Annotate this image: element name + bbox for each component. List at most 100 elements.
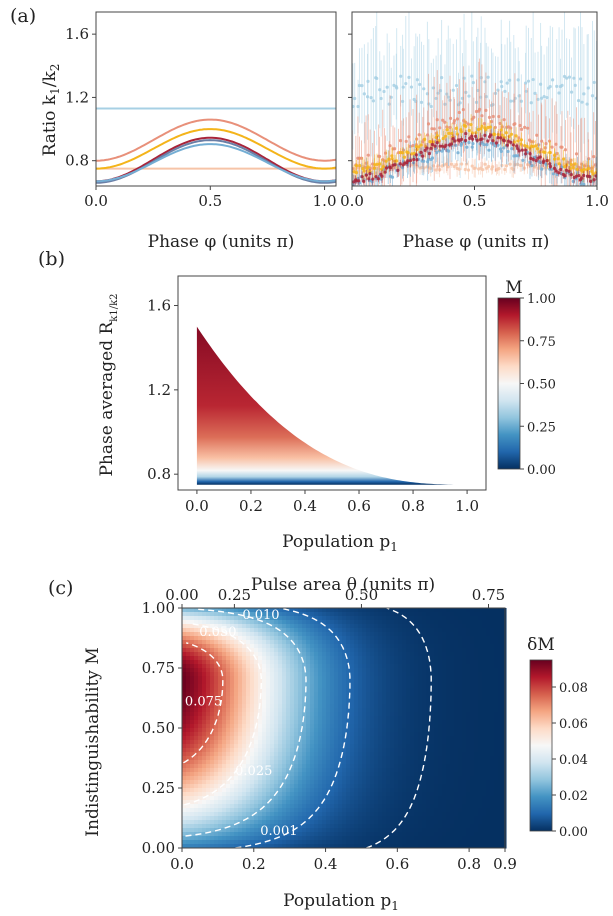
heatmap-cell <box>350 632 355 637</box>
heatmap-cell <box>210 724 215 729</box>
heatmap-cell <box>274 652 279 657</box>
heatmap-cell <box>222 612 227 617</box>
heatmap-cell <box>278 704 283 709</box>
heatmap-cell <box>410 712 415 717</box>
heatmap-cell <box>274 708 279 713</box>
heatmap-cell <box>202 736 207 741</box>
heatmap-cell <box>394 740 399 745</box>
y-tick-label: 0.8 <box>65 152 89 170</box>
heatmap-cell <box>398 648 403 653</box>
heatmap-cell <box>202 664 207 669</box>
heatmap-cell <box>274 776 279 781</box>
heatmap-cell <box>358 680 363 685</box>
heatmap-cell <box>390 728 395 733</box>
heatmap-cell <box>322 740 327 745</box>
data-point <box>486 125 490 130</box>
heatmap-cell <box>242 748 247 753</box>
heatmap-cell <box>418 768 423 773</box>
heatmap-cell <box>386 836 391 841</box>
heatmap-cell <box>334 728 339 733</box>
heatmap-cell <box>182 652 187 657</box>
heatmap-cell <box>258 676 263 681</box>
data-point <box>480 168 485 172</box>
data-point <box>415 78 419 82</box>
heatmap-cell <box>194 784 199 789</box>
heatmap-cell <box>202 748 207 753</box>
data-point <box>401 151 405 155</box>
heatmap-cell <box>414 612 419 617</box>
heatmap-cell <box>350 608 355 613</box>
heatmap-cell <box>318 812 323 817</box>
heatmap-cell <box>386 832 391 837</box>
heatmap-cell <box>286 624 291 629</box>
heatmap-cell <box>286 632 291 637</box>
heatmap-cell <box>298 648 303 653</box>
heatmap-cell <box>258 668 263 673</box>
heatmap-cell <box>190 824 195 829</box>
heatmap-cell <box>286 760 291 765</box>
heatmap-cell <box>230 836 235 841</box>
heatmap-cell <box>370 732 375 737</box>
heatmap-cell <box>398 744 403 749</box>
heatmap-cell <box>410 684 415 689</box>
heatmap-cell <box>194 752 199 757</box>
heatmap-cell <box>278 768 283 773</box>
heatmap-cell <box>330 660 335 665</box>
heatmap-cell <box>338 844 343 849</box>
heatmap-cell <box>354 728 359 733</box>
heatmap-cell <box>218 696 223 701</box>
heatmap-cell <box>234 628 239 633</box>
heatmap-cell <box>350 684 355 689</box>
heatmap-cell <box>182 716 187 721</box>
heatmap-cell <box>210 776 215 781</box>
series-line-6 <box>96 143 336 183</box>
heatmap-cell <box>286 792 291 797</box>
heatmap-cell <box>286 648 291 653</box>
heatmap-cell <box>362 736 367 741</box>
data-point <box>526 79 531 83</box>
data-point <box>573 83 577 87</box>
heatmap-cell <box>394 660 399 665</box>
data-point <box>472 115 476 119</box>
heatmap-cell <box>378 756 383 761</box>
heatmap-cell <box>254 632 259 637</box>
heatmap-cell <box>342 824 347 829</box>
heatmap-cell <box>386 760 391 765</box>
heatmap-cell <box>318 788 323 793</box>
heatmap-cell <box>394 800 399 805</box>
heatmap-cell <box>298 816 303 821</box>
heatmap-cell <box>386 796 391 801</box>
heatmap-cell <box>226 720 231 725</box>
heatmap-cell <box>258 648 263 653</box>
heatmap-cell <box>226 756 231 761</box>
heatmap-cell <box>238 684 243 689</box>
heatmap-cell <box>266 716 271 721</box>
heatmap-cell <box>266 792 271 797</box>
heatmap-cell <box>222 716 227 721</box>
heatmap-cell <box>290 680 295 685</box>
heatmap-cell <box>242 744 247 749</box>
heatmap-cell <box>370 776 375 781</box>
heatmap-cell <box>370 648 375 653</box>
heatmap-cell <box>210 824 215 829</box>
heatmap-cell <box>342 840 347 845</box>
heatmap-cell <box>278 708 283 713</box>
heatmap-cell <box>230 708 235 713</box>
heatmap-cell <box>354 684 359 689</box>
heatmap-cell <box>358 640 363 645</box>
heatmap-cell <box>286 820 291 825</box>
heatmap-cell <box>186 632 191 637</box>
heatmap-cell <box>242 676 247 681</box>
heatmap-cell <box>394 832 399 837</box>
heatmap-cell <box>294 792 299 797</box>
heatmap-cell <box>242 608 247 613</box>
data-point <box>432 127 436 131</box>
heatmap-cell <box>206 744 211 749</box>
heatmap-cell <box>390 692 395 697</box>
heatmap-cell <box>246 728 251 733</box>
heatmap-cell <box>210 844 215 849</box>
heatmap-cell <box>358 748 363 753</box>
heatmap-cell <box>338 684 343 689</box>
heatmap-cell <box>226 616 231 621</box>
heatmap-cell <box>222 664 227 669</box>
